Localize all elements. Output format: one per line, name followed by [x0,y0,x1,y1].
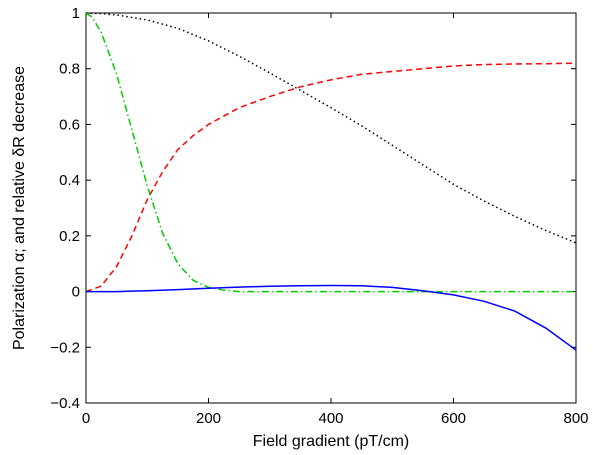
y-tick-label: 0.4 [59,172,80,189]
plot-area-frame [85,12,577,404]
y-tick-label: 0.2 [59,228,80,245]
series-line-dashdot [85,12,576,293]
series-line-dashed [85,62,577,293]
y-axis-label: Polarization α; and relative δR decrease [11,66,28,350]
y-tick-label: −0.4 [50,395,80,412]
series-line-solid [86,284,577,351]
series-line-dotted [85,12,577,244]
x-tick-label: 800 [563,410,588,427]
x-tick-label: 0 [82,410,90,427]
x-axis-label: Field gradient (pT/cm) [253,433,410,450]
y-tick-label: −0.2 [50,339,80,356]
y-tick-label: 0.8 [59,61,80,78]
y-tick-label: 1 [72,5,80,22]
x-tick-label: 400 [318,410,343,427]
series-layer [85,12,577,351]
y-tick-label: 0.6 [59,116,80,133]
x-tick-label: 600 [441,410,466,427]
y-tick-label: 0 [72,284,80,301]
tick-labels: 0 200 400 600 800 −0.4 −0.2 0 0.2 0.4 0.6 0.8 1 [50,5,588,427]
x-tick-label: 200 [196,410,221,427]
